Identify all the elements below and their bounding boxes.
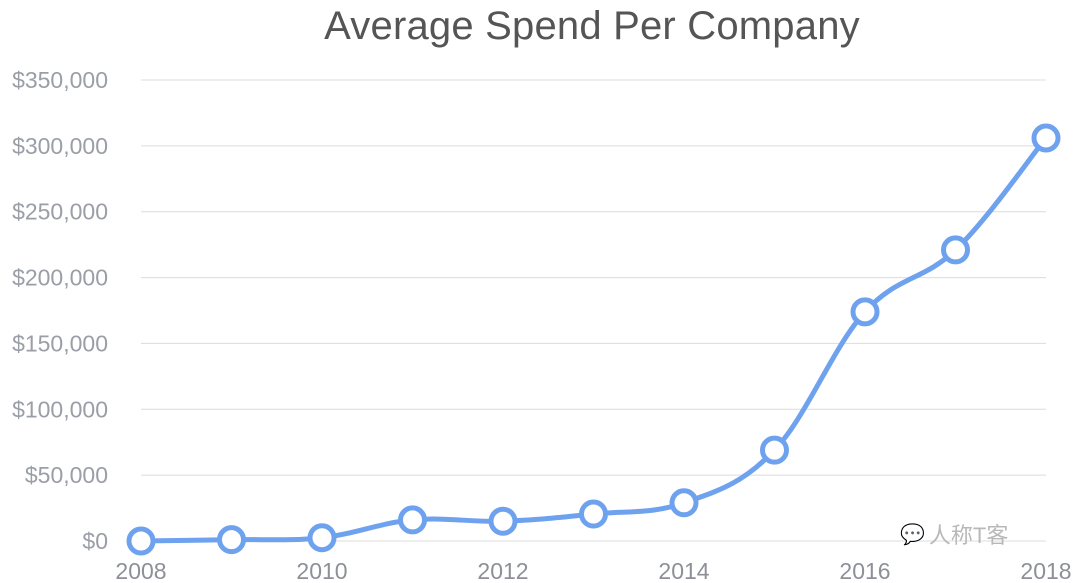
x-tick-label: 2010 <box>296 558 347 583</box>
data-point-marker <box>941 235 970 265</box>
y-tick-label: $350,000 <box>12 67 108 93</box>
y-tick-label: $300,000 <box>12 133 108 159</box>
data-point-marker <box>850 297 880 327</box>
x-tick-label: 2012 <box>477 558 528 583</box>
y-tick-label: $100,000 <box>12 396 108 422</box>
data-point-marker <box>579 499 608 529</box>
y-axis-ticks: $0 $50,000 $100,000 $150,000 $200,000 $250,00… <box>12 67 108 554</box>
data-points <box>126 123 1061 556</box>
y-tick-label: $0 <box>82 528 108 554</box>
data-line <box>138 135 1049 544</box>
chart-title: Average Spend Per Company <box>324 4 860 48</box>
data-point-marker <box>126 526 156 556</box>
x-tick-label: 2008 <box>115 558 166 583</box>
y-tick-label: $200,000 <box>12 265 108 291</box>
y-tick-label: $150,000 <box>12 330 108 356</box>
data-point-marker <box>760 435 789 465</box>
data-point-marker <box>488 506 518 536</box>
x-axis-ticks: 2008 2010 2012 2014 2016 2018 <box>115 558 1071 583</box>
gridlines <box>141 79 1046 542</box>
y-tick-label: $250,000 <box>12 199 108 225</box>
data-point-marker <box>1031 123 1061 153</box>
x-tick-label: 2018 <box>1020 558 1071 583</box>
x-tick-label: 2014 <box>658 558 709 583</box>
watermark-text: 人称T客 <box>928 523 1009 548</box>
wechat-icon: 💬 <box>900 523 925 546</box>
data-point-marker <box>307 523 337 553</box>
x-tick-label: 2016 <box>839 558 890 583</box>
y-tick-label: $50,000 <box>25 462 108 488</box>
data-point-marker <box>217 525 246 555</box>
data-point-marker <box>398 505 427 535</box>
data-point-marker <box>669 488 699 518</box>
watermark: 💬 人称T客 <box>900 518 1008 550</box>
